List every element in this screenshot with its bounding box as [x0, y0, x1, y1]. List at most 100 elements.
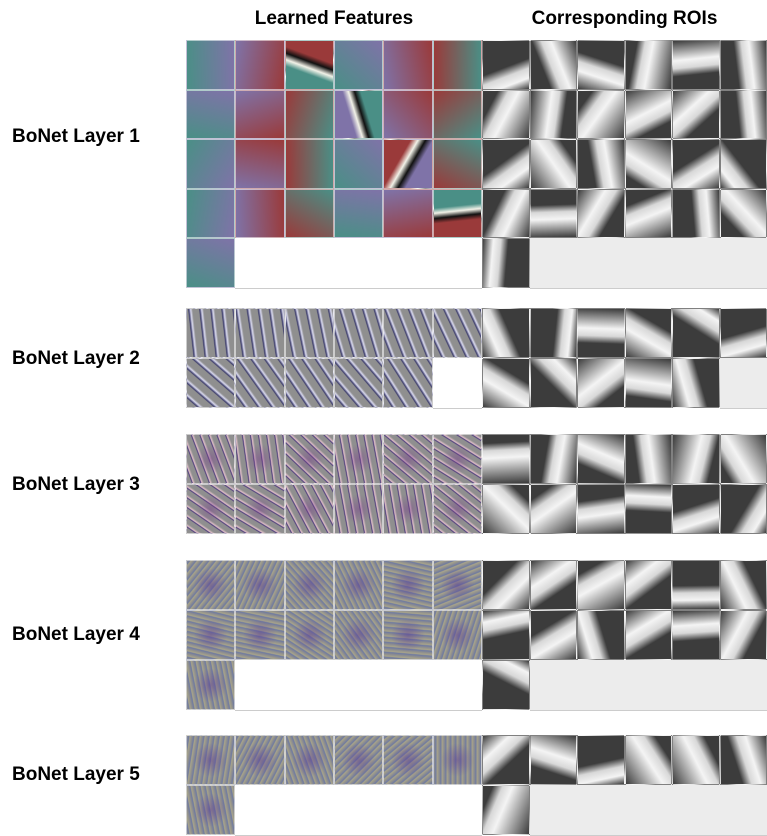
roi-image — [720, 308, 767, 358]
feature-filter — [334, 484, 383, 534]
roi-image — [577, 139, 625, 189]
feature-filter — [383, 90, 432, 140]
empty-cell — [235, 238, 482, 289]
roi-image — [530, 735, 578, 785]
feature-filter — [235, 610, 284, 660]
feature-filter — [334, 139, 383, 189]
feature-filter — [285, 90, 334, 140]
roi-image — [577, 358, 625, 408]
feature-filter — [334, 90, 383, 140]
layer-label: BoNet Layer 2 — [12, 348, 140, 370]
roi-image — [577, 610, 625, 660]
roi-image — [482, 484, 530, 534]
roi-image — [577, 308, 625, 358]
feature-filter — [235, 139, 284, 189]
roi-grid — [482, 308, 767, 408]
empty-cell — [530, 238, 767, 289]
feature-filter — [334, 40, 383, 90]
empty-cell — [433, 358, 482, 409]
feature-filter — [186, 560, 235, 610]
roi-image — [577, 434, 625, 484]
feature-filter — [383, 139, 432, 189]
roi-image — [625, 139, 673, 189]
feature-filter — [235, 434, 284, 484]
roi-image — [625, 40, 673, 90]
roi-grid — [482, 434, 767, 534]
roi-image — [530, 40, 578, 90]
feature-grid — [186, 560, 482, 710]
feature-filter — [186, 735, 235, 785]
roi-grid — [482, 735, 767, 835]
feature-filter — [285, 735, 334, 785]
roi-image — [720, 610, 767, 660]
roi-image — [625, 308, 673, 358]
feature-filter — [186, 238, 235, 288]
feature-filter — [186, 484, 235, 534]
feature-filter — [285, 610, 334, 660]
rois-column-title: Corresponding ROIs — [482, 8, 767, 30]
feature-filter — [285, 484, 334, 534]
roi-grid — [482, 40, 767, 288]
roi-image — [672, 735, 720, 785]
feature-filter — [186, 785, 235, 835]
feature-filter — [383, 358, 432, 408]
layer-label: BoNet Layer 1 — [12, 126, 140, 148]
feature-grid — [186, 308, 482, 408]
feature-filter — [186, 90, 235, 140]
roi-image — [482, 139, 530, 189]
roi-image — [672, 40, 720, 90]
roi-image — [720, 90, 767, 140]
feature-filter — [383, 735, 432, 785]
roi-image — [625, 90, 673, 140]
feature-filter — [186, 660, 235, 710]
roi-image — [625, 610, 673, 660]
roi-image — [482, 90, 530, 140]
roi-image — [482, 189, 530, 239]
roi-image — [720, 139, 767, 189]
feature-filter — [235, 358, 284, 408]
feature-filter — [186, 434, 235, 484]
feature-filter — [285, 139, 334, 189]
layer-label: BoNet Layer 4 — [12, 624, 140, 646]
feature-filter — [334, 560, 383, 610]
feature-filter — [334, 308, 383, 358]
roi-image — [482, 434, 530, 484]
empty-cell — [235, 785, 482, 836]
roi-image — [482, 560, 530, 610]
empty-cell — [235, 660, 482, 711]
feature-filter — [433, 139, 482, 189]
roi-image — [672, 560, 720, 610]
roi-image — [625, 484, 673, 534]
roi-image — [482, 785, 530, 835]
feature-filter — [186, 189, 235, 239]
feature-grid — [186, 735, 482, 835]
feature-filter — [186, 308, 235, 358]
empty-cell — [720, 358, 767, 409]
roi-image — [482, 238, 530, 288]
roi-image — [672, 358, 720, 408]
roi-image — [530, 189, 578, 239]
roi-image — [577, 560, 625, 610]
roi-image — [577, 484, 625, 534]
roi-image — [530, 358, 578, 408]
feature-filter — [433, 484, 482, 534]
roi-grid — [482, 560, 767, 710]
feature-filter — [285, 189, 334, 239]
roi-image — [672, 308, 720, 358]
roi-image — [577, 189, 625, 239]
roi-image — [482, 40, 530, 90]
roi-image — [672, 610, 720, 660]
roi-image — [625, 358, 673, 408]
roi-image — [625, 189, 673, 239]
feature-filter — [334, 189, 383, 239]
empty-cell — [530, 660, 767, 711]
feature-filter — [433, 189, 482, 239]
roi-image — [530, 90, 578, 140]
roi-image — [672, 484, 720, 534]
roi-image — [482, 660, 530, 710]
roi-image — [672, 90, 720, 140]
layer-label: BoNet Layer 3 — [12, 474, 140, 496]
feature-filter — [383, 40, 432, 90]
feature-filter — [235, 40, 284, 90]
feature-filter — [383, 434, 432, 484]
